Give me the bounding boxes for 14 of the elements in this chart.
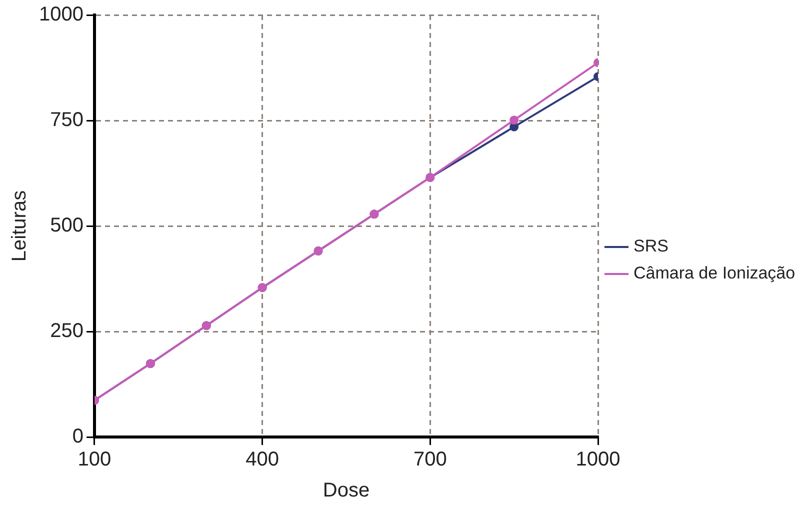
x-tick-label: 400 [246,448,280,471]
x-tick-label: 700 [413,448,447,471]
x-tick-label: 100 [78,448,112,471]
legend-label: Câmara de Ionização [634,264,796,283]
y-axis-title: Leituras [8,190,31,262]
x-axis-title: Dose [322,480,370,502]
point [510,116,519,125]
y-tick-label: 250 [50,320,84,342]
y-tick-label: 500 [50,214,84,237]
y-tick-label: 1000 [38,4,84,26]
y-tick-label: 750 [50,109,84,132]
legend-label: SRS [634,236,668,256]
x-tick-label: 1000 [576,448,620,471]
y-tick-label: 0 [72,426,84,448]
